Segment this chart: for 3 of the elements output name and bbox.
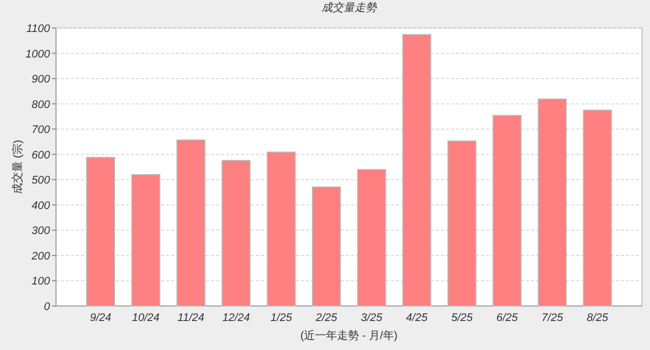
ylabel: 成交量 (宗) bbox=[12, 140, 24, 194]
title: 成交量走勢 bbox=[322, 2, 376, 14]
xlabel: (近一年走勢 - 月/年) bbox=[300, 330, 398, 342]
